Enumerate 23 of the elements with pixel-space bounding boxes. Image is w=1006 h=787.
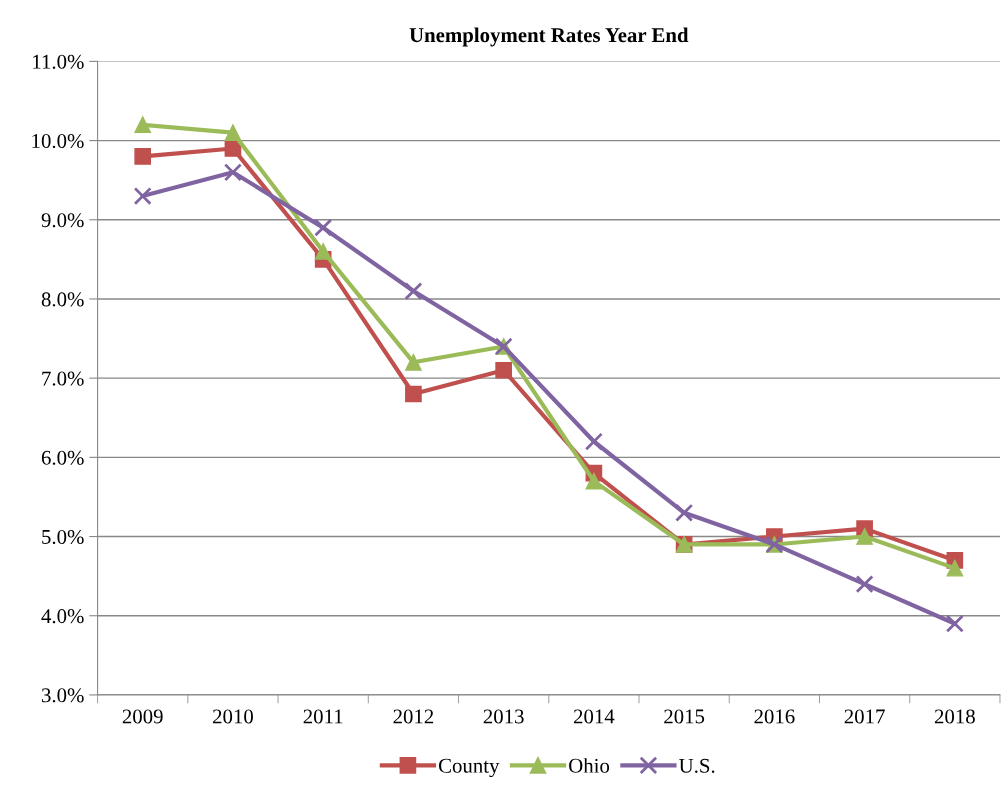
x-tick-label: 2009	[122, 709, 163, 724]
chart-title: Unemployment Rates Year End	[409, 27, 689, 47]
legend-label: U.S.	[679, 758, 715, 773]
y-tick-label: 4.0%	[41, 609, 84, 624]
x-tick-label: 2018	[934, 709, 975, 724]
y-tick-label: 10.0%	[32, 133, 84, 149]
y-tick-label: 3.0%	[41, 688, 84, 703]
y-tick-label: 7.0%	[42, 371, 84, 386]
x-tick-label: 2014	[573, 709, 615, 724]
y-tick-label: 6.0%	[41, 450, 84, 465]
y-tick-label: 8.0%	[41, 292, 84, 307]
x-tick-label: 2016	[754, 709, 795, 724]
x-tick-label: 2012	[393, 709, 434, 724]
legend-label: County	[438, 758, 500, 778]
x-tick-label: 2010	[213, 709, 253, 724]
y-tick-label: 9.0%	[41, 213, 84, 228]
y-tick-label: 5.0%	[42, 529, 84, 545]
legend-label: Ohio	[569, 758, 610, 773]
y-tick-label: 11.0%	[33, 54, 84, 69]
x-tick-label: 2011	[303, 709, 343, 724]
x-tick-label: 2017	[844, 709, 885, 724]
x-tick-label: 2015	[664, 709, 705, 724]
x-tick-label: 2013	[483, 709, 524, 724]
